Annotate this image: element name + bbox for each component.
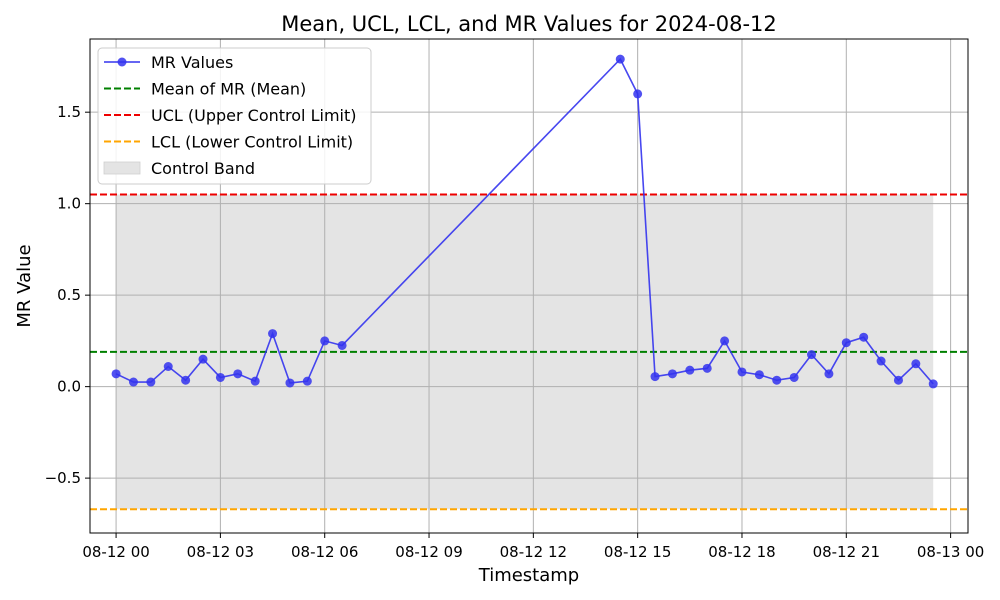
x-tick-label: 08-12 00 [82,543,149,561]
data-point [181,375,191,385]
data-point [702,363,712,373]
x-tick-label: 08-12 12 [500,543,567,561]
y-tick-label: 1.0 [57,195,81,213]
legend-label: Mean of MR (Mean) [151,80,306,99]
y-ticks-layer: −0.5 0.0 0.5 1.0 1.5 [45,103,90,487]
data-point [893,375,903,385]
data-point [233,369,243,379]
legend-box [97,47,372,185]
data-point [824,369,834,379]
data-point [789,372,799,382]
data-point [198,354,208,364]
data-point [268,329,278,339]
data-point [720,336,730,346]
data-point [285,378,295,388]
x-tick-label: 08-12 09 [395,543,462,561]
data-point [685,365,695,375]
x-tick-label: 08-13 00 [917,543,984,561]
legend-series-marker [117,57,127,67]
data-point [111,369,121,379]
data-point [667,369,677,379]
data-point [633,89,643,99]
data-point [807,350,817,360]
data-point [250,376,260,386]
data-point [911,359,921,369]
x-tick-label: 08-12 06 [291,543,358,561]
x-ticks-layer: 08-12 00 08-12 03 08-12 06 08-12 09 08-12 12… [82,533,984,561]
legend: MR Values Mean of MR (Mean) UCL (Upper Con… [97,47,372,185]
data-point [841,338,851,348]
x-tick-label: 08-12 15 [604,543,671,561]
legend-label: UCL (Upper Control Limit) [151,106,356,125]
data-point [754,370,764,380]
series-layer [111,54,938,389]
data-point [163,362,173,372]
y-tick-label: 0.5 [57,286,81,304]
x-tick-label: 08-12 03 [187,543,254,561]
x-tick-label: 08-12 21 [813,543,880,561]
x-tick-label: 08-12 18 [708,543,775,561]
legend-label: MR Values [151,53,233,72]
reference-lines-layer [90,193,968,511]
plot-frame [89,38,969,534]
y-tick-label: 1.5 [57,103,81,121]
data-point [650,372,660,382]
y-tick-label: 0.0 [57,378,81,396]
x-axis-title: Timestamp [478,565,579,586]
legend-label: LCL (Lower Control Limit) [151,133,353,152]
legend-label: Control Band [151,159,255,178]
chart-title: Mean, UCL, LCL, and MR Values for 2024-0… [281,12,777,36]
data-point [302,376,312,386]
data-point [737,367,747,377]
y-tick-label: −0.5 [45,469,81,487]
data-point [615,54,625,64]
data-point [146,377,156,387]
data-point [928,379,938,389]
data-point [772,375,782,385]
legend-band-swatch [103,161,141,175]
data-point [128,377,138,387]
data-point [859,332,869,342]
data-point [215,372,225,382]
data-point [337,340,347,350]
y-axis-title: MR Value [14,244,35,327]
data-point [876,356,886,366]
data-point [320,336,330,346]
